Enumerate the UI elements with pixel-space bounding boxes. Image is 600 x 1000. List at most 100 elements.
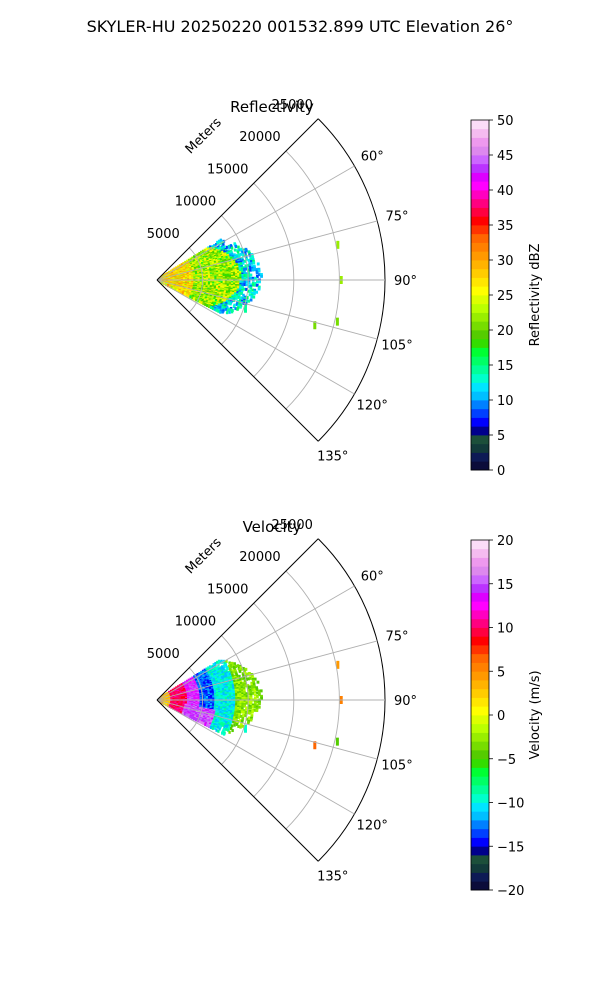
colorbar-swatch bbox=[471, 303, 489, 313]
echo-cell bbox=[243, 251, 247, 255]
echo-cell bbox=[244, 682, 247, 686]
echo-cell bbox=[230, 724, 234, 728]
colorbar-swatch bbox=[471, 338, 489, 348]
azimuth-gridline bbox=[156, 220, 378, 281]
isolated-echo bbox=[313, 321, 317, 330]
echo-cell bbox=[251, 710, 254, 714]
echo-cell bbox=[242, 300, 246, 304]
echo-cell bbox=[214, 661, 217, 665]
echo-cell bbox=[216, 725, 220, 729]
echo-cell bbox=[251, 703, 255, 707]
echo-cell bbox=[260, 274, 263, 278]
echo-cell bbox=[219, 310, 222, 314]
angle-tick-label: 120° bbox=[357, 398, 388, 413]
echo-cell bbox=[257, 273, 261, 277]
echo-cell bbox=[257, 693, 261, 697]
echo-cell bbox=[230, 310, 234, 314]
colorbar-swatch bbox=[471, 382, 489, 392]
echo-cell bbox=[247, 703, 251, 707]
echo-cell bbox=[243, 283, 246, 287]
colorbar-swatch bbox=[471, 321, 489, 331]
echo-cell bbox=[259, 689, 263, 693]
echo-cell bbox=[255, 268, 259, 272]
echo-cell bbox=[183, 292, 186, 296]
echo-cell bbox=[243, 671, 247, 675]
echo-cell bbox=[256, 280, 259, 284]
radar-echoes bbox=[157, 659, 343, 750]
echo-cell bbox=[250, 713, 254, 717]
echo-cell bbox=[198, 300, 201, 304]
echo-cell bbox=[255, 691, 259, 695]
echo-cell bbox=[242, 709, 246, 713]
echo-cell bbox=[240, 667, 243, 671]
echo-cell bbox=[232, 717, 236, 721]
echo-cell bbox=[249, 298, 253, 302]
echo-cell bbox=[224, 663, 228, 667]
echo-cell bbox=[252, 261, 256, 265]
echo-cell bbox=[233, 662, 236, 666]
echo-cell bbox=[235, 302, 239, 306]
echo-cell bbox=[242, 686, 246, 690]
echo-cell bbox=[253, 686, 256, 690]
echo-cell bbox=[244, 267, 248, 271]
echo-cell bbox=[229, 302, 232, 306]
echo-cell bbox=[242, 253, 245, 257]
echo-cell bbox=[255, 705, 259, 709]
echo-cell bbox=[237, 295, 241, 299]
echo-cell bbox=[244, 711, 248, 715]
echo-cell bbox=[249, 276, 253, 280]
echo-cell bbox=[247, 677, 251, 681]
echo-cell bbox=[230, 665, 233, 669]
echo-cell bbox=[225, 311, 229, 315]
angle-tick-label: 90° bbox=[394, 274, 417, 289]
colorbar-swatch bbox=[471, 356, 489, 366]
angle-tick-label: 135° bbox=[317, 450, 348, 465]
echo-cell bbox=[222, 243, 225, 247]
echo-cell bbox=[251, 276, 255, 280]
colorbar-swatch bbox=[471, 128, 489, 138]
echo-cell bbox=[242, 673, 245, 677]
echo-cell bbox=[253, 689, 257, 693]
echo-cell bbox=[222, 723, 225, 727]
colorbar-swatch bbox=[471, 207, 489, 217]
echo-cell bbox=[249, 690, 253, 694]
echo-cell bbox=[251, 266, 254, 270]
echo-cell bbox=[255, 707, 259, 711]
echo-cell bbox=[243, 690, 246, 694]
echo-cell bbox=[246, 684, 250, 688]
echo-cell bbox=[243, 250, 246, 254]
echo-cell bbox=[252, 259, 255, 263]
echo-cell bbox=[234, 245, 238, 249]
colorbar-swatch bbox=[471, 312, 489, 322]
echo-cell bbox=[251, 691, 255, 695]
echo-cell bbox=[230, 719, 233, 723]
echo-cell bbox=[253, 700, 257, 704]
colorbar-swatch bbox=[471, 260, 489, 270]
echo-cell bbox=[255, 708, 259, 712]
echo-cell bbox=[253, 693, 257, 697]
colorbar-label: Reflectivity dBZ bbox=[528, 244, 543, 347]
echo-cell bbox=[243, 287, 246, 291]
echo-cell bbox=[255, 703, 259, 707]
echo-cell bbox=[242, 248, 246, 252]
echo-cell bbox=[239, 305, 242, 309]
echo-cell bbox=[225, 307, 228, 311]
echo-cell bbox=[225, 245, 229, 249]
echo-cell bbox=[234, 665, 238, 669]
echo-cell bbox=[232, 720, 235, 724]
echo-cell bbox=[255, 694, 259, 698]
angle-tick-label: 105° bbox=[381, 338, 412, 353]
echo-cell bbox=[235, 296, 238, 300]
echo-cell bbox=[256, 680, 260, 684]
echo-cell bbox=[204, 303, 207, 307]
echo-cell bbox=[240, 719, 244, 723]
colorbar-tick-label: 30 bbox=[497, 254, 514, 269]
echo-cell bbox=[253, 696, 257, 700]
echo-cell bbox=[253, 281, 257, 285]
echo-cell bbox=[178, 289, 181, 293]
echo-cell bbox=[235, 674, 239, 678]
colorbar-swatch bbox=[471, 373, 489, 383]
colorbar-swatch bbox=[471, 120, 489, 130]
echo-cell bbox=[255, 269, 259, 273]
echo-cell bbox=[257, 267, 261, 271]
